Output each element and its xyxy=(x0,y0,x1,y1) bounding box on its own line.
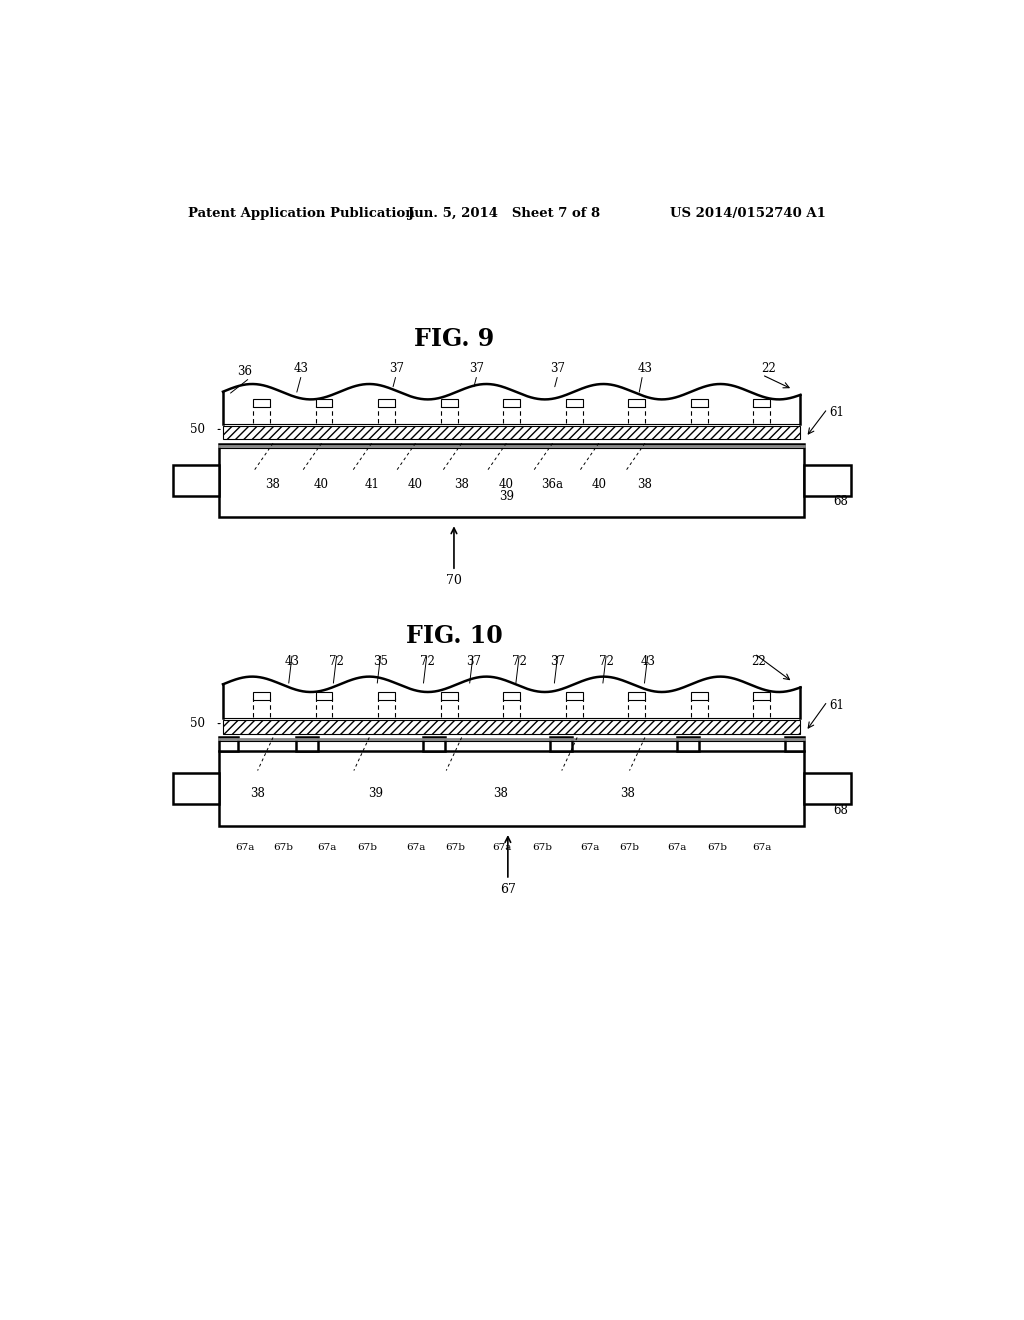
Bar xyxy=(223,425,801,440)
Text: 61: 61 xyxy=(829,698,844,711)
Bar xyxy=(219,751,804,826)
Text: 39: 39 xyxy=(368,787,383,800)
Text: 38: 38 xyxy=(638,478,652,491)
Text: 50: 50 xyxy=(190,422,205,436)
Bar xyxy=(440,400,458,407)
Text: 37: 37 xyxy=(551,655,565,668)
Bar xyxy=(253,692,270,700)
Bar xyxy=(754,692,770,700)
Text: 38: 38 xyxy=(250,787,265,800)
Text: 67b: 67b xyxy=(357,843,378,851)
Text: 37: 37 xyxy=(470,362,484,375)
Text: 67a: 67a xyxy=(581,843,600,851)
Text: 67a: 67a xyxy=(234,843,254,851)
Bar xyxy=(219,444,804,517)
Bar xyxy=(173,774,219,804)
Bar xyxy=(550,738,571,751)
Bar xyxy=(566,692,583,700)
Text: 40: 40 xyxy=(591,478,606,491)
Text: 61: 61 xyxy=(829,407,844,418)
Bar xyxy=(629,400,645,407)
Text: 43: 43 xyxy=(637,362,652,375)
Text: 70: 70 xyxy=(446,574,462,587)
Text: 67a: 67a xyxy=(668,843,687,851)
Text: 39: 39 xyxy=(499,490,514,503)
Text: 22: 22 xyxy=(761,362,775,375)
Text: 68: 68 xyxy=(833,804,848,817)
Bar xyxy=(754,400,770,407)
Text: 67b: 67b xyxy=(708,843,727,851)
Text: 38: 38 xyxy=(265,478,281,491)
Bar xyxy=(173,465,219,496)
Bar xyxy=(804,774,851,804)
Bar xyxy=(785,738,804,751)
Bar xyxy=(503,400,520,407)
Text: 72: 72 xyxy=(420,655,434,668)
Text: US 2014/0152740 A1: US 2014/0152740 A1 xyxy=(670,207,825,220)
Text: 67a: 67a xyxy=(492,843,511,851)
Text: 67b: 67b xyxy=(445,843,466,851)
Text: 38: 38 xyxy=(455,478,469,491)
Text: 36: 36 xyxy=(237,366,252,379)
Text: 72: 72 xyxy=(512,655,526,668)
Bar xyxy=(315,400,333,407)
Text: 67a: 67a xyxy=(753,843,772,851)
Text: FIG. 10: FIG. 10 xyxy=(406,624,503,648)
Text: 50: 50 xyxy=(190,717,205,730)
Bar xyxy=(253,400,270,407)
Text: 36a: 36a xyxy=(542,478,563,491)
Bar xyxy=(566,400,583,407)
Text: Patent Application Publication: Patent Application Publication xyxy=(188,207,415,220)
Text: 67a: 67a xyxy=(317,843,337,851)
Bar xyxy=(315,692,333,700)
Text: 43: 43 xyxy=(285,655,300,668)
Bar xyxy=(378,400,395,407)
Bar xyxy=(677,738,698,751)
Text: 37: 37 xyxy=(551,362,565,375)
Bar xyxy=(691,400,708,407)
Text: Jun. 5, 2014   Sheet 7 of 8: Jun. 5, 2014 Sheet 7 of 8 xyxy=(408,207,600,220)
Text: 67b: 67b xyxy=(273,843,293,851)
Text: 43: 43 xyxy=(294,362,309,375)
Text: 72: 72 xyxy=(599,655,613,668)
Text: 68: 68 xyxy=(833,495,848,508)
Text: 22: 22 xyxy=(751,655,766,668)
Text: 67: 67 xyxy=(500,883,516,896)
Text: 40: 40 xyxy=(408,478,423,491)
Bar xyxy=(503,692,520,700)
Bar xyxy=(440,692,458,700)
Text: 67b: 67b xyxy=(620,843,640,851)
Text: 37: 37 xyxy=(466,655,480,668)
Text: 38: 38 xyxy=(621,787,636,800)
Text: 35: 35 xyxy=(374,655,388,668)
Text: 40: 40 xyxy=(499,478,514,491)
Polygon shape xyxy=(223,677,801,718)
Bar xyxy=(223,719,801,734)
Text: FIG. 9: FIG. 9 xyxy=(414,327,495,351)
Bar xyxy=(629,692,645,700)
Text: 72: 72 xyxy=(330,655,344,668)
Bar xyxy=(378,692,395,700)
Text: 67a: 67a xyxy=(406,843,425,851)
Text: 41: 41 xyxy=(365,478,379,491)
Text: 43: 43 xyxy=(640,655,655,668)
Text: 40: 40 xyxy=(314,478,329,491)
Text: 38: 38 xyxy=(494,787,508,800)
Polygon shape xyxy=(223,384,801,424)
Bar xyxy=(219,738,239,751)
Bar xyxy=(804,465,851,496)
Bar xyxy=(691,692,708,700)
Text: 67b: 67b xyxy=(532,843,553,851)
Bar xyxy=(423,738,444,751)
Bar xyxy=(296,738,317,751)
Text: 37: 37 xyxy=(389,362,403,375)
